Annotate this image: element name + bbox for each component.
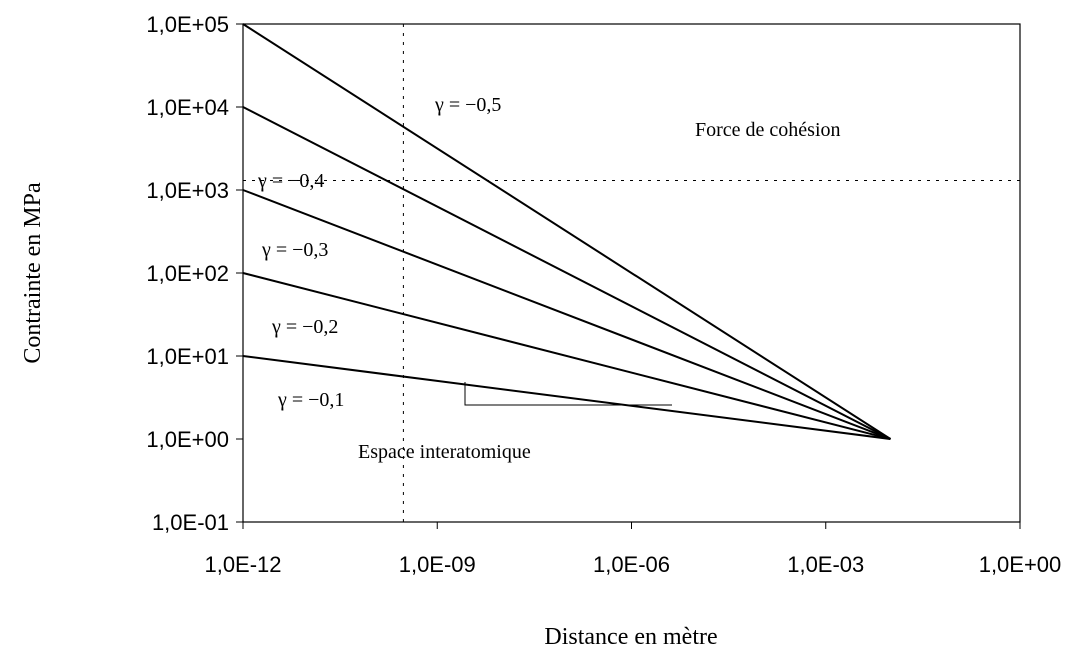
series-line — [242, 355, 891, 440]
series-line — [242, 23, 892, 440]
y-tick-label: 1,0E+05 — [146, 12, 229, 37]
x-tick-label: 1,0E-03 — [787, 552, 864, 577]
x-tick-label: 1,0E-09 — [399, 552, 476, 577]
y-tick-label: 1,0E+04 — [146, 95, 229, 120]
series-label: γ = −0,2 — [271, 316, 338, 338]
x-tick-label: 1,0E+00 — [979, 552, 1062, 577]
series-line — [242, 106, 891, 440]
slope-triangle — [464, 382, 672, 406]
series-label: γ = −0,4 — [257, 170, 324, 192]
x-tick-label: 1,0E-12 — [204, 552, 281, 577]
y-tick-label: 1,0E+00 — [146, 427, 229, 452]
y-tick-label: 1,0E+03 — [146, 178, 229, 203]
series-label: γ = −0,3 — [261, 239, 328, 261]
y-tick-label: 1,0E+01 — [146, 344, 229, 369]
series-line — [242, 272, 891, 440]
series-label: γ = −0,5 — [434, 94, 501, 116]
annotation: Espace interatomique — [358, 441, 531, 463]
y-tick-label: 1,0E+02 — [146, 261, 229, 286]
y-tick-label: 1,0E-01 — [152, 510, 229, 535]
annotation: Force de cohésion — [695, 119, 841, 141]
series-line — [242, 189, 891, 440]
y-axis-title: Contrainte en MPa — [20, 182, 46, 364]
x-tick-label: 1,0E-06 — [593, 552, 670, 577]
series-label: γ = −0,1 — [277, 389, 344, 411]
x-axis-title: Distance en mètre — [544, 624, 717, 650]
